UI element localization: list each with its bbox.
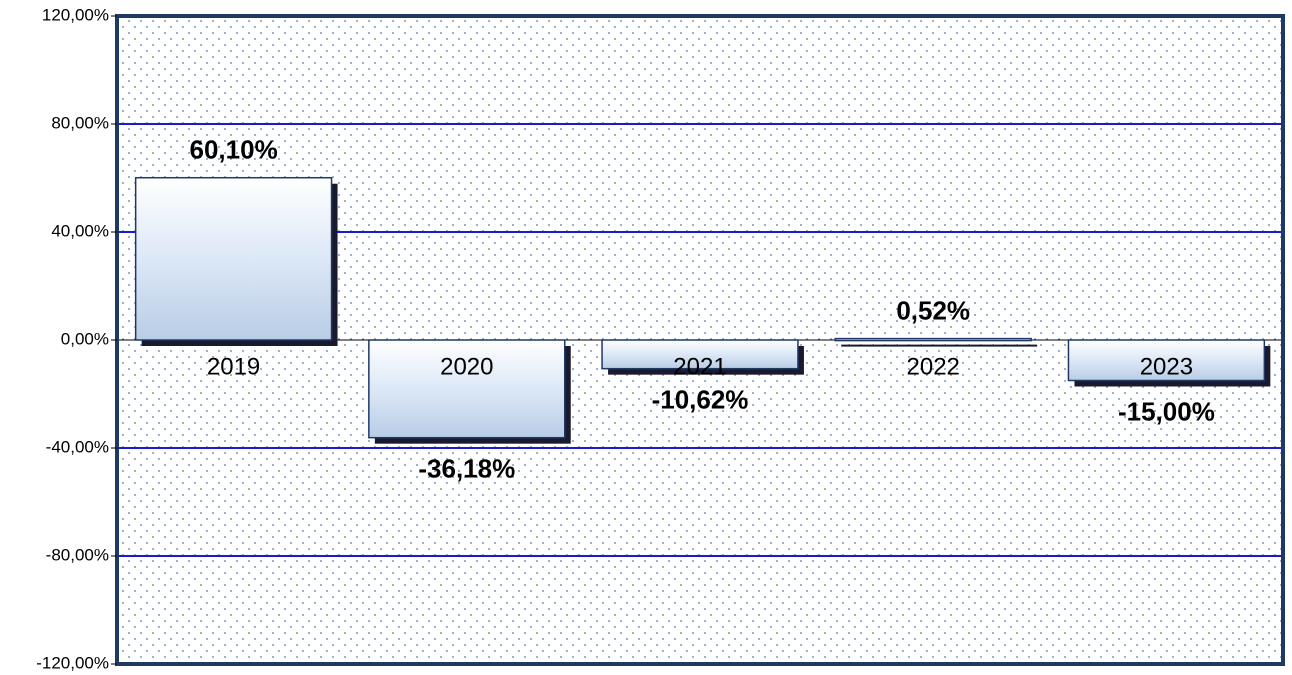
data-label: 0,52%: [896, 295, 970, 325]
data-label: -15,00%: [1118, 396, 1215, 426]
x-tick-label: 2023: [1140, 353, 1193, 380]
bar: [134, 176, 333, 341]
y-tick-label: 120,00%: [42, 5, 109, 24]
bar: [368, 339, 566, 439]
bar: [1067, 339, 1266, 382]
data-label: 60,10%: [190, 135, 278, 165]
data-label: -10,62%: [652, 385, 749, 415]
x-tick-label: 2021: [673, 353, 726, 380]
x-tick-label: 2019: [207, 353, 260, 380]
y-tick-label: -40,00%: [46, 437, 109, 456]
data-label: -36,18%: [418, 454, 515, 484]
bar-shadow: [841, 344, 1038, 347]
y-tick-label: -120,00%: [36, 653, 109, 672]
y-tick-label: 80,00%: [51, 113, 109, 132]
x-tick-label: 2022: [907, 353, 960, 380]
bar: [601, 339, 799, 370]
y-tick-label: 40,00%: [51, 221, 109, 240]
x-tick-label: 2020: [440, 353, 493, 380]
y-tick-label: 0,00%: [61, 329, 109, 348]
y-tick-label: -80,00%: [46, 545, 109, 564]
bar: [834, 337, 1032, 342]
